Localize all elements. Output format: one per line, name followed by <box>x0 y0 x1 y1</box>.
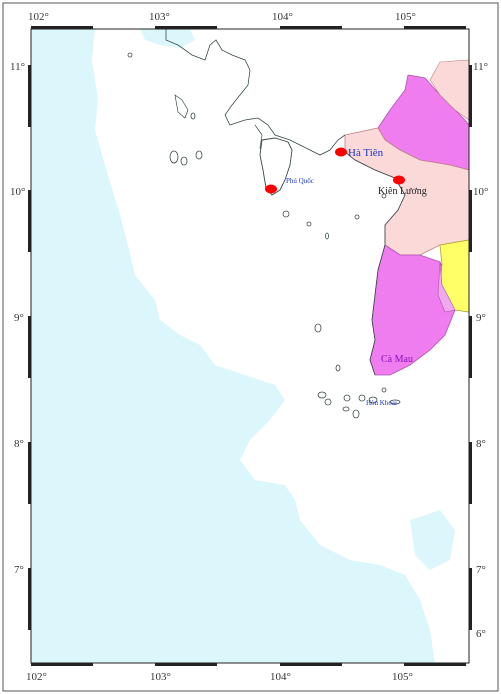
map-frame-border <box>30 28 470 664</box>
lat-label-right-10: 10° <box>473 186 488 198</box>
lon-label-top-105: 105° <box>395 11 416 23</box>
phu-quoc-island <box>259 137 293 196</box>
island-group <box>127 52 401 419</box>
town-marker-phu-quoc[interactable] <box>265 184 277 194</box>
shallow-sea-patch-east <box>410 510 455 570</box>
place-label-hon-khoai: Hòn Khoai <box>366 399 397 407</box>
place-label-phu-quoc: Phú Quốc <box>286 177 314 185</box>
lat-label-right-7: 7° <box>476 564 486 576</box>
place-label-ca-mau: Cà Mau <box>381 354 413 365</box>
lon-label-bottom-104: 104° <box>270 671 291 683</box>
lat-label-left-9: 9° <box>14 312 24 324</box>
shallow-sea-patch <box>140 29 195 48</box>
lat-label-right-8: 8° <box>476 438 486 450</box>
lat-label-left-11: 11° <box>10 61 25 73</box>
lat-label-left-10: 10° <box>10 186 25 198</box>
coastline-cambodia <box>165 29 346 156</box>
place-label-kien-luong: Kiên Lương <box>378 186 427 197</box>
lat-label-left-7: 7° <box>14 564 24 576</box>
lon-label-top-103: 103° <box>149 11 170 23</box>
lat-label-right-6: 6° <box>476 628 486 640</box>
province-east-pink <box>437 261 456 313</box>
frame-scale-bars <box>28 26 472 666</box>
lat-label-right-11: 11° <box>473 61 488 73</box>
shallow-sea-area <box>31 29 435 663</box>
lon-label-top-102: 102° <box>28 11 49 23</box>
lon-label-bottom-102: 102° <box>26 671 47 683</box>
lon-label-bottom-103: 103° <box>150 671 171 683</box>
lon-label-top-104: 104° <box>272 11 293 23</box>
town-marker-kien-luong[interactable] <box>393 175 405 185</box>
lat-label-left-8: 8° <box>14 438 24 450</box>
coastline-cambodia-inlet <box>174 94 189 119</box>
place-label-ha-tien: Hà Tiên <box>348 147 384 159</box>
town-marker-ha-tien[interactable] <box>335 147 347 157</box>
lat-label-right-9: 9° <box>476 312 486 324</box>
lon-label-bottom-105: 105° <box>392 671 413 683</box>
coastline-vietnam <box>344 151 406 376</box>
